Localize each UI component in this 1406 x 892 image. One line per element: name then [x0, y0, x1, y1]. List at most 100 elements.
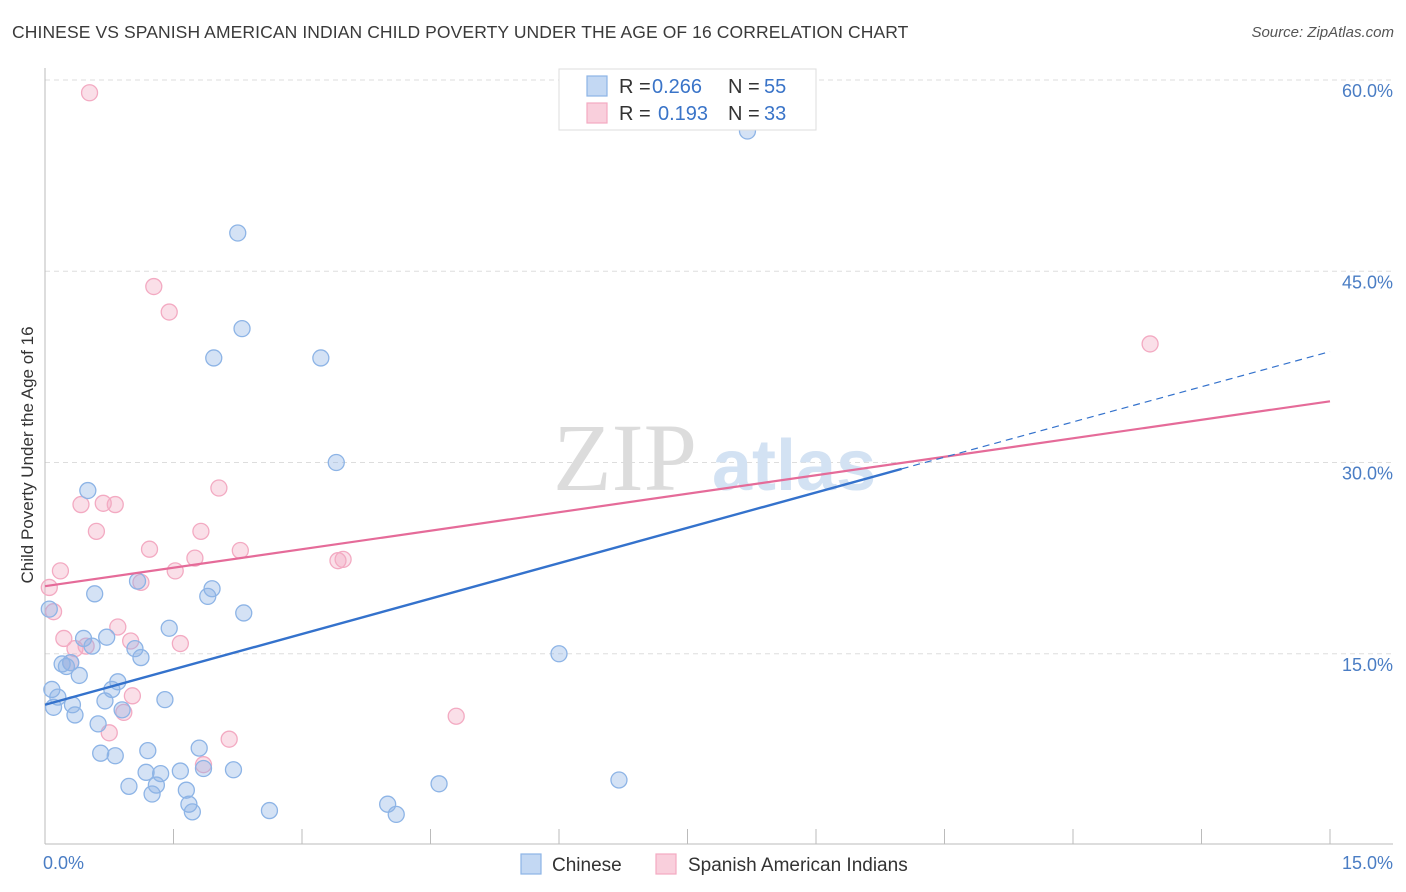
trend-line-chinese [44, 467, 902, 706]
chinese-point [132, 648, 150, 667]
chinese-point [143, 785, 161, 803]
chinese-point [387, 805, 405, 824]
chinese-point [203, 580, 221, 598]
spanish-american-indians-point [334, 550, 352, 569]
spanish-american-indians-point [87, 522, 106, 540]
chinese-point [229, 224, 247, 242]
bottom-legend-label-spanish: Spanish American Indians [688, 855, 908, 876]
spanish-american-indians-point [40, 578, 58, 597]
spanish-american-indians-point [1141, 335, 1159, 353]
chinese-point [550, 645, 568, 663]
spanish-american-indians-point [115, 703, 133, 722]
spanish-american-indians-point [186, 549, 204, 567]
legend-swatch-spanish [586, 102, 608, 124]
bottom-legend: Chinese Spanish American Indians [520, 853, 908, 876]
spanish-american-indians-point [123, 687, 142, 705]
chinese-point [106, 747, 124, 765]
chinese-point [83, 637, 101, 655]
legend-n-value-spanish: 33 [764, 103, 786, 125]
chinese-point [171, 762, 190, 780]
watermark-zip: ZIP [553, 404, 697, 511]
bottom-legend-label-chinese: Chinese [552, 855, 622, 876]
spanish-american-indians-point [166, 562, 184, 580]
spanish-american-indians-point [100, 724, 118, 742]
legend-n-label-chinese: N = [728, 76, 760, 98]
spanish-american-indians-point [106, 495, 124, 514]
chinese-point [160, 619, 178, 637]
chinese-point [40, 600, 58, 618]
chinese-point [224, 761, 243, 779]
legend-swatch-chinese [586, 75, 608, 97]
watermark-atlas: atlas [712, 426, 876, 506]
chinese-point [98, 628, 116, 646]
chinese-point [137, 763, 155, 781]
axes [44, 68, 1393, 845]
chinese-point [113, 701, 131, 719]
legend-r-value-spanish: 0.193 [658, 103, 708, 125]
spanish-american-indians-point [171, 634, 190, 653]
x-tick-labels: 0.0% 15.0% [43, 853, 1393, 873]
grid-lines [45, 79, 1393, 655]
y-tick-label: 60.0% [1342, 81, 1393, 101]
chinese-point [327, 453, 345, 472]
spanish-american-indians-point [51, 562, 70, 580]
series-spanish-american-indians-points [40, 84, 1159, 774]
spanish-american-indians-point [109, 618, 127, 636]
x-tick-label: 15.0% [1342, 853, 1393, 873]
chinese-point [430, 775, 448, 793]
chinese-point [177, 781, 196, 799]
y-axis-label: Child Poverty Under the Age of 16 [18, 326, 37, 583]
spanish-american-indians-point [194, 756, 213, 774]
chinese-point [233, 319, 251, 338]
chinese-point [156, 691, 174, 709]
legend-r-label-chinese: R = [619, 76, 651, 98]
chinese-point [194, 759, 213, 778]
chinese-point [70, 666, 88, 685]
chinese-point [128, 572, 147, 590]
legend-n-value-chinese: 55 [764, 76, 786, 98]
chinese-point [66, 706, 84, 724]
chinese-point [312, 349, 330, 367]
chinese-point [92, 744, 110, 762]
chinese-point [260, 801, 279, 820]
chinese-point [139, 742, 157, 760]
spanish-american-indians-point [160, 303, 178, 321]
spanish-american-indians-point [55, 629, 73, 648]
spanish-american-indians-point [72, 495, 90, 514]
y-tick-label: 15.0% [1342, 655, 1393, 675]
y-tick-labels: 15.0% 30.0% 45.0% 60.0% [1342, 81, 1393, 675]
chinese-point [235, 604, 253, 622]
spanish-american-indians-point [447, 707, 465, 725]
legend-r-value-chinese: 0.266 [652, 76, 702, 98]
trend-lines [44, 350, 1331, 706]
legend-r-label-spanish: R = [619, 103, 651, 125]
watermark: ZIP atlas [553, 404, 876, 511]
chart-source: Source: ZipAtlas.com [1251, 24, 1394, 41]
spanish-american-indians-point [145, 277, 163, 296]
y-tick-label: 45.0% [1342, 272, 1393, 292]
spanish-american-indians-point [210, 479, 228, 497]
x-tick-label: 0.0% [43, 853, 84, 873]
chinese-point [89, 715, 107, 733]
bottom-legend-swatch-chinese [520, 853, 542, 875]
spanish-american-indians-point [80, 84, 99, 102]
bottom-legend-swatch-spanish [655, 853, 677, 875]
trend-line-chinese-extension [901, 350, 1331, 470]
chinese-point [151, 764, 170, 783]
y-tick-label: 30.0% [1342, 464, 1393, 484]
chinese-point [79, 481, 97, 500]
chinese-point [126, 640, 144, 658]
chinese-point [205, 349, 223, 367]
spanish-american-indians-point [192, 522, 210, 540]
chinese-point [610, 771, 628, 789]
spanish-american-indians-point [231, 541, 249, 560]
spanish-american-indians-point [140, 540, 159, 558]
chinese-point [190, 739, 208, 757]
legend-n-label-spanish: N = [728, 103, 760, 125]
series-chinese-points [40, 122, 757, 824]
chinese-point [183, 803, 201, 821]
chinese-point [120, 777, 138, 795]
legend: R = 0.266 N = 55 R = 0.193 N = 33 [558, 68, 817, 131]
trend-line-spanish-american-indians [44, 400, 1331, 588]
